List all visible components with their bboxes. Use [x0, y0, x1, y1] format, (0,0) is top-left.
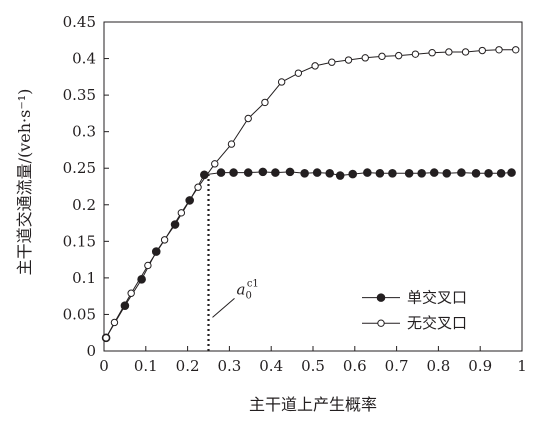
data-point — [344, 56, 353, 64]
data-point — [127, 289, 135, 297]
data-point — [478, 46, 486, 55]
data-point — [312, 168, 322, 177]
y-axis-label: 主干道交通流量/(veh·s⁻¹) — [15, 89, 34, 276]
y-tick-label: 0.05 — [63, 305, 96, 323]
data-point — [442, 169, 452, 178]
x-tick-label: 1 — [517, 357, 527, 375]
data-point — [271, 168, 280, 177]
threshold-leader-line — [212, 297, 235, 318]
data-point — [495, 46, 503, 54]
series-line — [105, 171, 512, 339]
data-point — [457, 168, 466, 177]
data-point — [445, 48, 453, 56]
y-tick-label: 0.2 — [72, 196, 96, 214]
data-point — [378, 52, 386, 61]
data-point — [229, 168, 238, 177]
legend-label: 单交叉口 — [407, 289, 467, 307]
x-axis-label: 主干道上产生概率 — [249, 395, 377, 414]
data-point — [258, 167, 268, 177]
data-point — [277, 78, 286, 86]
x-tick-label: 0.1 — [134, 357, 158, 375]
data-point — [300, 169, 309, 178]
y-tick-label: 0.15 — [63, 232, 96, 250]
data-point — [144, 261, 152, 270]
y-tick-label: 0.25 — [63, 159, 96, 177]
x-tick-label: 0.4 — [259, 357, 283, 375]
data-point — [244, 114, 252, 123]
data-point — [496, 169, 506, 178]
data-point — [428, 49, 436, 57]
data-point — [227, 140, 236, 148]
data-point — [311, 62, 319, 70]
data-point — [160, 236, 169, 244]
data-point — [429, 168, 439, 177]
data-point — [216, 168, 226, 177]
x-tick-label: 0.8 — [426, 357, 450, 375]
annotation: a0c1 — [207, 174, 259, 351]
x-tick-label: 0.7 — [385, 357, 409, 375]
threshold-label: a0c1 — [237, 279, 259, 302]
data-point — [285, 167, 295, 177]
data-point — [417, 169, 426, 178]
x-tick-label: 0.9 — [468, 357, 492, 375]
y-tick-label: 0.35 — [63, 86, 96, 104]
data-point — [102, 334, 110, 342]
data-point — [388, 169, 397, 178]
data-point — [294, 69, 303, 77]
series-no-intersection — [102, 46, 520, 342]
x-tick-label: 0.2 — [176, 357, 200, 375]
y-tick-label: 0.4 — [72, 50, 96, 68]
data-point — [404, 169, 414, 178]
x-tick-label: 0.6 — [343, 357, 367, 375]
x-tick-label: 0.5 — [301, 357, 325, 375]
y-tick-label: 0.3 — [72, 123, 96, 141]
data-point — [411, 50, 420, 58]
data-point — [461, 48, 470, 56]
data-point — [177, 209, 186, 217]
data-point — [471, 169, 481, 178]
data-point — [325, 169, 335, 178]
data-point — [243, 168, 253, 177]
x-tick-label: 0 — [99, 357, 109, 375]
data-point — [507, 168, 516, 177]
legend-label: 无交叉口 — [407, 314, 467, 332]
ticks: 0 0.1 0.2 0.3 0.4 0.5 0.6 0.7 0.8 0.9 1 0 0.05 0.1 0.1… — [63, 13, 527, 375]
data-point — [484, 169, 493, 178]
data-point — [363, 168, 372, 177]
data-point — [110, 318, 119, 327]
data-point — [348, 169, 358, 179]
x-tick-label: 0.3 — [217, 357, 241, 375]
data-point — [375, 169, 385, 178]
data-point — [194, 183, 202, 191]
data-point — [261, 98, 269, 107]
data-point — [335, 171, 345, 180]
legend-marker — [377, 319, 385, 327]
data-point — [211, 160, 219, 168]
y-tick-label: 0 — [86, 342, 96, 360]
data-point — [361, 54, 369, 62]
y-tick-label: 0.45 — [63, 13, 96, 31]
y-tick-label: 0.1 — [72, 269, 96, 287]
data-point — [394, 51, 403, 60]
series — [101, 46, 520, 343]
data-point — [328, 58, 336, 66]
data-point — [512, 46, 520, 54]
legend-marker — [376, 293, 386, 302]
